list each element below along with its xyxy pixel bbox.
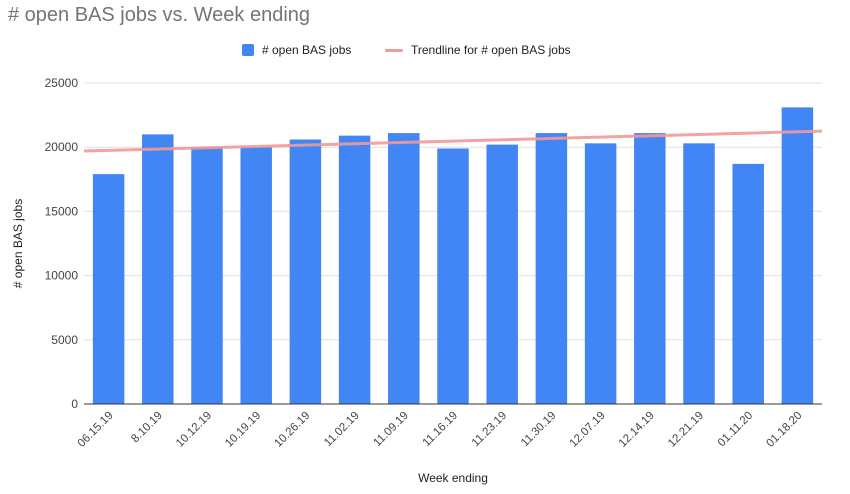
y-tick-label: 25000 bbox=[45, 76, 79, 90]
x-axis-label: Week ending bbox=[418, 471, 488, 485]
legend-item-trendline[interactable]: Trendline for # open BAS jobs bbox=[385, 38, 571, 62]
x-tick-label: 10.26.19 bbox=[272, 410, 312, 450]
x-tick-label: 11.30.19 bbox=[519, 410, 559, 450]
y-tick-label: 5000 bbox=[51, 333, 78, 347]
bar[interactable] bbox=[732, 163, 764, 404]
bar[interactable] bbox=[437, 148, 469, 404]
y-axis-ticks: 0 5000 10000 15000 20000 25000 bbox=[45, 76, 79, 411]
x-tick-label: 11.02.19 bbox=[322, 410, 362, 450]
bar[interactable] bbox=[584, 143, 617, 404]
x-tick-label: 10.12.19 bbox=[174, 410, 214, 450]
x-tick-label: 06.15.19 bbox=[76, 410, 116, 450]
bar[interactable] bbox=[191, 147, 223, 404]
bar[interactable] bbox=[683, 143, 715, 404]
legend-series-swatch bbox=[242, 44, 254, 56]
y-axis-label: # open BAS jobs bbox=[11, 199, 25, 288]
x-tick-label: 12.14.19 bbox=[617, 410, 657, 450]
bar[interactable] bbox=[289, 139, 322, 404]
bar[interactable] bbox=[142, 134, 174, 405]
x-tick-label: 8.10.19 bbox=[129, 410, 165, 446]
x-tick-label: 11.09.19 bbox=[371, 410, 411, 450]
bar[interactable] bbox=[634, 133, 666, 405]
bar[interactable] bbox=[388, 133, 420, 405]
legend: # open BAS jobs Trendline for # open BAS… bbox=[0, 38, 850, 62]
x-tick-label: 12.07.19 bbox=[568, 410, 608, 450]
bars bbox=[92, 107, 814, 405]
x-tick-label: 11.16.19 bbox=[421, 410, 461, 450]
chart-title: # open BAS jobs vs. Week ending bbox=[8, 4, 311, 26]
bar[interactable] bbox=[781, 107, 814, 404]
y-tick-label: 20000 bbox=[45, 140, 79, 154]
x-axis-ticks: 06.15.19 8.10.19 10.12.19 10.19.19 10.26.19 1… bbox=[76, 410, 805, 450]
legend-trendline-swatch bbox=[385, 48, 403, 52]
bar[interactable] bbox=[535, 133, 568, 405]
y-tick-label: 10000 bbox=[45, 269, 79, 283]
y-tick-label: 15000 bbox=[45, 204, 79, 218]
legend-item-series[interactable]: # open BAS jobs bbox=[242, 38, 351, 62]
legend-trendline-label: Trendline for # open BAS jobs bbox=[411, 43, 571, 57]
x-tick-label: 11.23.19 bbox=[470, 410, 510, 450]
bar[interactable] bbox=[92, 174, 125, 404]
bar[interactable] bbox=[338, 135, 371, 405]
legend-series-label: # open BAS jobs bbox=[262, 43, 352, 57]
x-tick-label: 01.18.20 bbox=[764, 410, 804, 450]
x-tick-label: 12.21.19 bbox=[666, 410, 706, 450]
x-tick-label: 10.19.19 bbox=[223, 410, 263, 450]
y-tick-label: 0 bbox=[71, 397, 78, 411]
bar[interactable] bbox=[486, 144, 518, 404]
trendline-layer bbox=[83, 129, 823, 153]
x-tick-label: 01.11.20 bbox=[716, 410, 756, 450]
bar[interactable] bbox=[240, 147, 272, 404]
trendline bbox=[83, 129, 823, 153]
